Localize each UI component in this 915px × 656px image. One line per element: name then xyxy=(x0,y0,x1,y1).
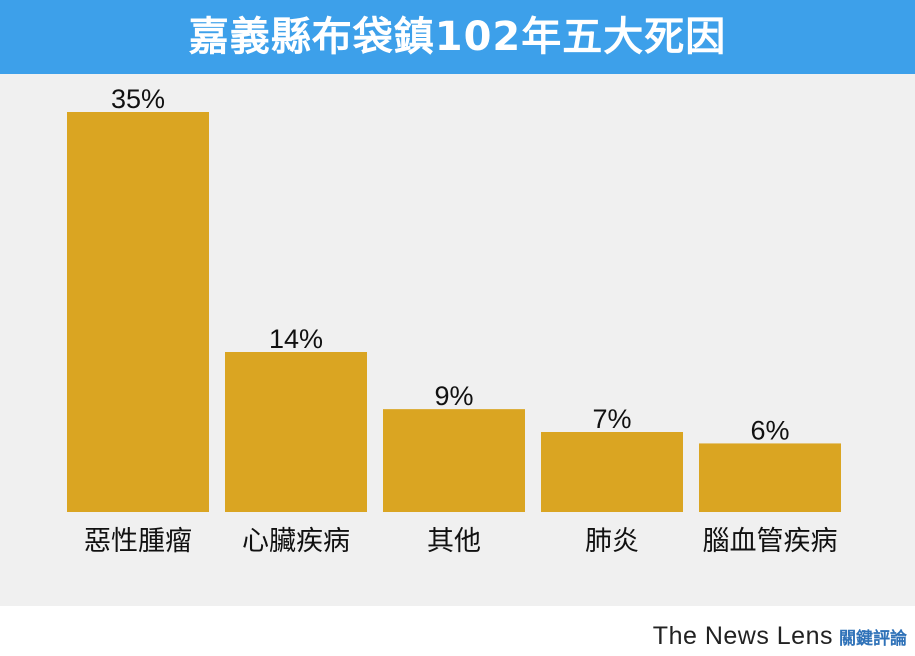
brand-name-en: The News Lens xyxy=(652,622,833,650)
bar-2 xyxy=(225,352,367,512)
chart-title: 嘉義縣布袋鎮102年五大死因 xyxy=(188,14,727,60)
bar-4 xyxy=(541,432,683,512)
category-label-2: 心臟疾病 xyxy=(242,526,350,557)
category-label-5: 腦血管疾病 xyxy=(703,526,838,557)
data-label-1: 35% xyxy=(111,84,165,114)
brand-name-zh: 關鍵評論 xyxy=(839,629,907,649)
category-label-1: 惡性腫瘤 xyxy=(84,526,192,557)
data-label-3: 9% xyxy=(434,381,473,411)
brand-logo: The News Lens 關鍵評論 xyxy=(653,622,907,651)
plot-area: 35% 惡性腫瘤 14% 心臟疾病 9% 其他 7% 肺炎 6% 腦血管疾病 xyxy=(0,74,915,606)
bar-1 xyxy=(67,112,209,512)
bar-chart: 35% 惡性腫瘤 14% 心臟疾病 9% 其他 7% 肺炎 6% 腦血管疾病 xyxy=(67,84,841,557)
data-label-5: 6% xyxy=(750,415,789,445)
bar-3 xyxy=(383,409,525,512)
category-label-3: 其他 xyxy=(427,526,481,557)
footer: The News Lens 關鍵評論 xyxy=(0,606,915,656)
data-label-2: 14% xyxy=(269,324,323,354)
data-label-4: 7% xyxy=(592,404,631,434)
bar-5 xyxy=(699,443,841,512)
title-bar: 嘉義縣布袋鎮102年五大死因 xyxy=(0,0,915,74)
category-label-4: 肺炎 xyxy=(585,526,639,557)
